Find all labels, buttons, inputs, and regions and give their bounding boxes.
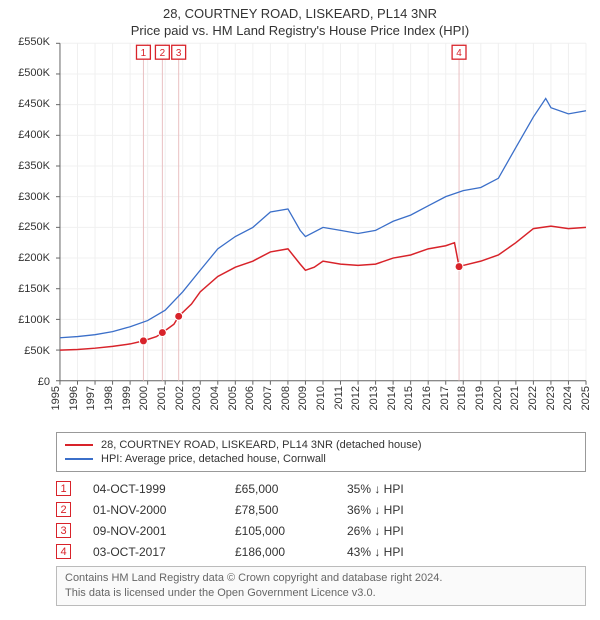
transaction-vs-hpi: 26% ↓ HPI [347, 524, 447, 538]
x-tick-label: 2008 [280, 386, 292, 410]
svg-text:1: 1 [141, 48, 147, 59]
y-tick-label: £200K [18, 252, 50, 264]
x-tick-label: 2015 [403, 386, 415, 410]
x-tick-label: 2010 [315, 386, 327, 410]
attribution-line-1: Contains HM Land Registry data © Crown c… [65, 571, 577, 586]
x-tick-label: 2006 [244, 386, 256, 410]
transaction-row: 3 09-NOV-2001 £105,000 26% ↓ HPI [56, 520, 586, 541]
transaction-date: 03-OCT-2017 [93, 545, 213, 559]
page-title-subtitle: Price paid vs. HM Land Registry's House … [0, 21, 600, 42]
page-title-address: 28, COURTNEY ROAD, LISKEARD, PL14 3NR [0, 0, 600, 21]
x-tick-label: 2003 [191, 386, 203, 410]
transaction-marker-icon: 3 [56, 523, 71, 538]
attribution-box: Contains HM Land Registry data © Crown c… [56, 566, 586, 606]
transaction-marker-icon: 2 [56, 502, 71, 517]
x-tick-label: 2020 [492, 386, 504, 410]
x-tick-label: 2011 [333, 386, 345, 410]
x-tick-label: 2001 [156, 386, 168, 410]
legend-label: HPI: Average price, detached house, Corn… [101, 453, 326, 465]
legend-swatch [65, 458, 93, 460]
y-tick-label: £500K [18, 67, 50, 79]
legend-swatch [65, 444, 93, 446]
y-axis-labels: £0£50K£100K£150K£200K£250K£300K£350K£400… [0, 42, 56, 382]
x-tick-label: 2014 [386, 386, 398, 410]
x-tick-label: 1996 [68, 386, 80, 410]
transactions-table: 1 04-OCT-1999 £65,000 35% ↓ HPI 2 01-NOV-2000… [56, 478, 586, 562]
x-tick-label: 2024 [562, 386, 574, 410]
transaction-date: 09-NOV-2001 [93, 524, 213, 538]
x-tick-label: 2002 [174, 386, 186, 410]
transaction-price: £78,500 [235, 503, 325, 517]
legend: 28, COURTNEY ROAD, LISKEARD, PL14 3NR (d… [56, 432, 586, 472]
y-tick-label: £400K [18, 129, 50, 141]
x-tick-label: 2021 [509, 386, 521, 410]
x-tick-label: 2025 [580, 386, 592, 410]
transaction-vs-hpi: 43% ↓ HPI [347, 545, 447, 559]
y-tick-label: £300K [18, 191, 50, 203]
price-chart: 1 23 4 [56, 42, 586, 382]
x-tick-label: 2005 [227, 386, 239, 410]
transaction-vs-hpi: 35% ↓ HPI [347, 482, 447, 496]
legend-item: 28, COURTNEY ROAD, LISKEARD, PL14 3NR (d… [65, 438, 577, 452]
y-tick-label: £250K [18, 221, 50, 233]
svg-text:4: 4 [456, 48, 462, 59]
x-tick-label: 1998 [103, 386, 115, 410]
transaction-row: 4 03-OCT-2017 £186,000 43% ↓ HPI [56, 541, 586, 562]
x-tick-label: 1997 [85, 386, 97, 410]
x-tick-label: 1995 [50, 386, 62, 410]
svg-text:2: 2 [160, 48, 166, 59]
transaction-price: £186,000 [235, 545, 325, 559]
x-tick-label: 1999 [121, 386, 133, 410]
y-tick-label: £550K [18, 36, 50, 48]
transaction-date: 01-NOV-2000 [93, 503, 213, 517]
transaction-price: £65,000 [235, 482, 325, 496]
transaction-date: 04-OCT-1999 [93, 482, 213, 496]
x-tick-label: 2004 [209, 386, 221, 410]
y-tick-label: £350K [18, 160, 50, 172]
x-tick-label: 2000 [138, 386, 150, 410]
transaction-marker-icon: 1 [56, 481, 71, 496]
x-tick-label: 2009 [297, 386, 309, 410]
attribution-line-2: This data is licensed under the Open Gov… [65, 586, 577, 601]
x-tick-label: 2007 [262, 386, 274, 410]
x-tick-label: 2022 [527, 386, 539, 410]
x-tick-label: 2013 [368, 386, 380, 410]
x-tick-label: 2019 [474, 386, 486, 410]
transaction-row: 2 01-NOV-2000 £78,500 36% ↓ HPI [56, 499, 586, 520]
x-tick-label: 2023 [545, 386, 557, 410]
y-tick-label: £450K [18, 98, 50, 110]
y-tick-label: £50K [24, 345, 50, 357]
legend-label: 28, COURTNEY ROAD, LISKEARD, PL14 3NR (d… [101, 439, 422, 451]
y-tick-label: £150K [18, 283, 50, 295]
transaction-marker-icon: 4 [56, 544, 71, 559]
x-tick-label: 2018 [456, 386, 468, 410]
x-tick-label: 2017 [439, 386, 451, 410]
transaction-row: 1 04-OCT-1999 £65,000 35% ↓ HPI [56, 478, 586, 499]
svg-text:3: 3 [176, 48, 182, 59]
y-tick-label: £0 [38, 376, 50, 388]
x-axis-labels: 1995199619971998199920002001200220032004… [56, 382, 586, 428]
legend-item: HPI: Average price, detached house, Corn… [65, 452, 577, 466]
x-tick-label: 2012 [350, 386, 362, 410]
transaction-price: £105,000 [235, 524, 325, 538]
x-tick-label: 2016 [421, 386, 433, 410]
transaction-vs-hpi: 36% ↓ HPI [347, 503, 447, 517]
y-tick-label: £100K [18, 314, 50, 326]
